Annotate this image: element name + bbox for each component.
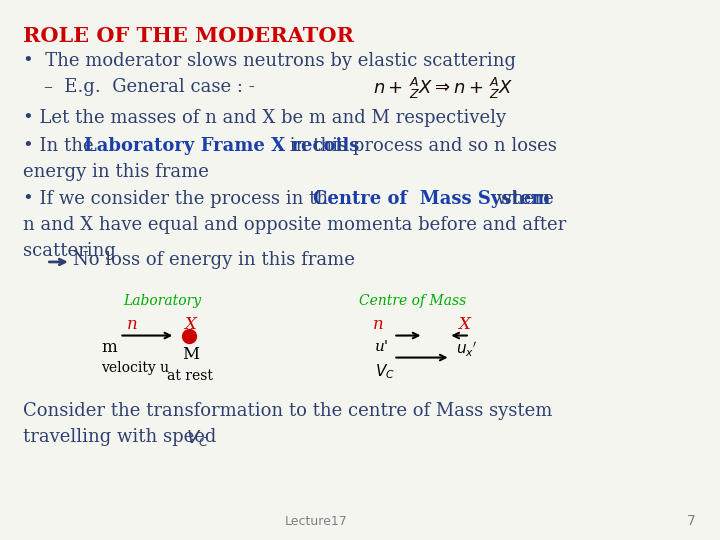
Text: $n + \,_{Z}^{A}X \Rightarrow n + \,_{Z}^{A}X$: $n + \,_{Z}^{A}X \Rightarrow n + \,_{Z}^… [373, 76, 514, 100]
Text: • In the: • In the [23, 137, 99, 155]
Text: •  The moderator slows neutrons by elastic scattering: • The moderator slows neutrons by elasti… [23, 52, 516, 70]
Text: No loss of energy in this frame: No loss of energy in this frame [73, 251, 355, 269]
Text: X: X [184, 316, 196, 333]
Text: Laboratory Frame X recoils: Laboratory Frame X recoils [84, 137, 359, 155]
Text: Centre of Mass: Centre of Mass [359, 294, 467, 308]
Text: $V_C$: $V_C$ [374, 362, 395, 381]
Text: at rest: at rest [167, 369, 213, 383]
Text: Laboratory: Laboratory [123, 294, 201, 308]
Text: Lecture17: Lecture17 [284, 515, 348, 528]
Text: 7: 7 [686, 514, 696, 528]
Text: $u_x{}'$: $u_x{}'$ [456, 340, 477, 359]
Text: in this process and so n loses: in this process and so n loses [284, 137, 557, 155]
Text: –  E.g.  General case : -: – E.g. General case : - [45, 78, 255, 96]
Text: • If we consider the process in the: • If we consider the process in the [23, 191, 344, 208]
Text: M: M [181, 346, 199, 363]
Text: n and X have equal and opposite momenta before and after: n and X have equal and opposite momenta … [23, 217, 566, 234]
Text: $V_C$: $V_C$ [186, 428, 209, 449]
Text: Centre of  Mass System: Centre of Mass System [312, 191, 550, 208]
Text: u': u' [374, 340, 389, 354]
Text: energy in this frame: energy in this frame [23, 163, 209, 180]
Text: X: X [458, 316, 469, 333]
Text: scattering: scattering [23, 242, 116, 260]
Text: velocity u: velocity u [102, 361, 170, 375]
Text: n: n [127, 316, 138, 333]
Text: n: n [373, 316, 384, 333]
Text: m: m [102, 339, 117, 356]
Text: • Let the masses of n and X be m and M respectively: • Let the masses of n and X be m and M r… [23, 109, 506, 127]
Text: travelling with speed: travelling with speed [23, 428, 222, 447]
Text: Consider the transformation to the centre of Mass system: Consider the transformation to the centr… [23, 402, 552, 420]
Text: where: where [491, 191, 554, 208]
Text: ROLE OF THE MODERATOR: ROLE OF THE MODERATOR [23, 25, 354, 45]
